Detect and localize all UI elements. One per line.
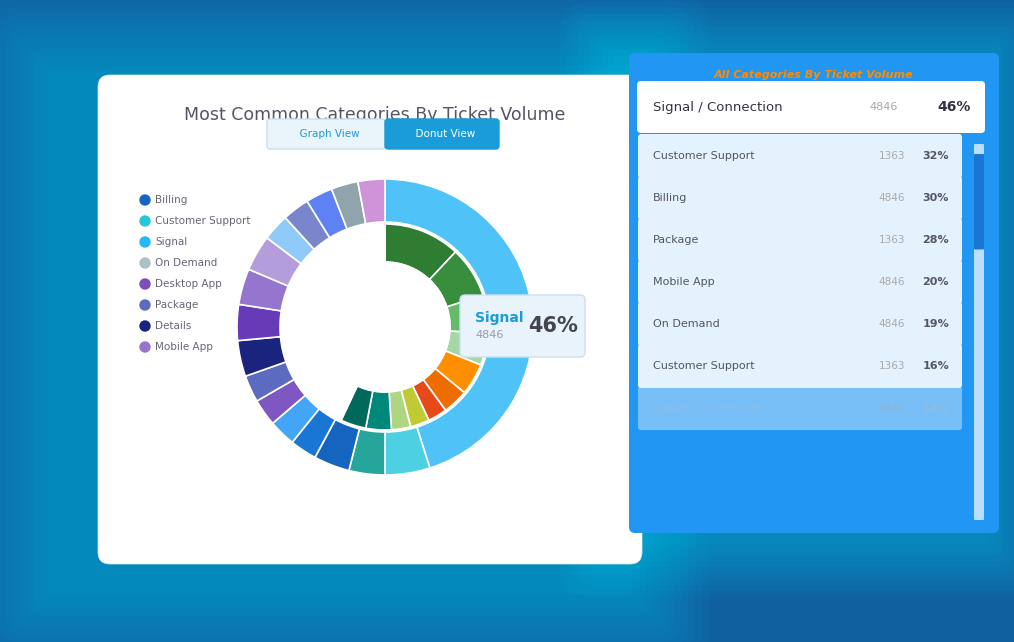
Text: 20%: 20% — [923, 277, 949, 287]
Text: 46%: 46% — [938, 100, 971, 114]
Wedge shape — [358, 179, 385, 224]
FancyBboxPatch shape — [974, 154, 984, 250]
Wedge shape — [349, 429, 385, 475]
Wedge shape — [430, 252, 483, 307]
Text: On Demand: On Demand — [155, 258, 217, 268]
Wedge shape — [237, 304, 281, 341]
FancyBboxPatch shape — [638, 302, 962, 346]
Text: 32%: 32% — [923, 151, 949, 161]
FancyBboxPatch shape — [460, 295, 585, 357]
FancyBboxPatch shape — [638, 134, 962, 178]
Text: 19%: 19% — [923, 319, 949, 329]
FancyBboxPatch shape — [637, 81, 985, 133]
Text: Billing: Billing — [653, 193, 687, 203]
Wedge shape — [315, 419, 359, 471]
Text: Signal: Signal — [155, 237, 188, 247]
Text: 30%: 30% — [923, 193, 949, 203]
Text: 13%: 13% — [923, 403, 949, 413]
Wedge shape — [423, 369, 464, 410]
Wedge shape — [389, 390, 411, 429]
Circle shape — [140, 258, 150, 268]
Circle shape — [140, 342, 150, 352]
Text: 28%: 28% — [923, 235, 949, 245]
FancyBboxPatch shape — [638, 386, 962, 430]
Text: Signal: Signal — [475, 311, 523, 325]
FancyBboxPatch shape — [385, 119, 499, 149]
Circle shape — [140, 237, 150, 247]
FancyBboxPatch shape — [974, 144, 984, 520]
Wedge shape — [413, 379, 445, 421]
Wedge shape — [307, 189, 347, 238]
Wedge shape — [238, 269, 288, 311]
Text: Details: Details — [155, 321, 192, 331]
Wedge shape — [257, 379, 305, 423]
Text: 4846: 4846 — [475, 330, 503, 340]
Wedge shape — [366, 391, 391, 430]
Wedge shape — [385, 427, 430, 475]
FancyBboxPatch shape — [98, 75, 642, 564]
Wedge shape — [385, 179, 533, 468]
Text: 1363: 1363 — [878, 235, 906, 245]
Text: Customer Support: Customer Support — [155, 216, 250, 226]
Wedge shape — [447, 295, 488, 333]
Text: On Demand: On Demand — [653, 319, 720, 329]
Wedge shape — [341, 386, 373, 428]
Wedge shape — [248, 238, 301, 286]
Wedge shape — [267, 218, 314, 264]
Wedge shape — [292, 409, 336, 457]
Text: 4846: 4846 — [878, 193, 906, 203]
Text: Customer Support: Customer Support — [653, 361, 754, 371]
Text: Donut View: Donut View — [409, 129, 476, 139]
Text: 4846: 4846 — [878, 277, 906, 287]
Text: 4846: 4846 — [878, 319, 906, 329]
Text: Mobile App: Mobile App — [155, 342, 213, 352]
Wedge shape — [237, 336, 286, 376]
Circle shape — [140, 216, 150, 226]
Text: 4846: 4846 — [878, 403, 906, 413]
Wedge shape — [245, 362, 294, 401]
Text: Mobile App: Mobile App — [653, 277, 715, 287]
Text: Billing: Billing — [155, 195, 188, 205]
Wedge shape — [402, 386, 429, 427]
FancyBboxPatch shape — [638, 260, 962, 304]
Wedge shape — [282, 224, 385, 421]
Text: Package: Package — [653, 235, 700, 245]
Wedge shape — [435, 351, 481, 393]
Text: Most Common Categories By Ticket Volume: Most Common Categories By Ticket Volume — [185, 106, 566, 124]
Text: Customer Support: Customer Support — [653, 151, 754, 161]
Text: 1363: 1363 — [878, 151, 906, 161]
Text: Signal / Connection: Signal / Connection — [653, 101, 783, 114]
FancyBboxPatch shape — [638, 176, 962, 220]
Text: Package: Package — [155, 300, 199, 310]
Text: 46%: 46% — [528, 316, 578, 336]
Text: All Categories By Ticket Volume: All Categories By Ticket Volume — [714, 70, 914, 80]
Wedge shape — [332, 182, 366, 229]
Circle shape — [320, 262, 450, 392]
Circle shape — [140, 279, 150, 289]
Circle shape — [140, 195, 150, 205]
Text: 16%: 16% — [923, 361, 949, 371]
Wedge shape — [385, 224, 455, 280]
Text: Graph View: Graph View — [293, 129, 359, 139]
Wedge shape — [445, 331, 488, 365]
Text: Desktop App: Desktop App — [155, 279, 222, 289]
Wedge shape — [273, 395, 319, 442]
Text: Signal / Connection: Signal / Connection — [653, 403, 762, 413]
FancyBboxPatch shape — [638, 218, 962, 262]
FancyBboxPatch shape — [629, 53, 999, 533]
Text: 4846: 4846 — [870, 102, 898, 112]
Circle shape — [140, 300, 150, 310]
FancyBboxPatch shape — [638, 344, 962, 388]
Circle shape — [140, 321, 150, 331]
Text: 1363: 1363 — [878, 361, 906, 371]
Wedge shape — [285, 201, 330, 249]
FancyBboxPatch shape — [267, 119, 385, 149]
